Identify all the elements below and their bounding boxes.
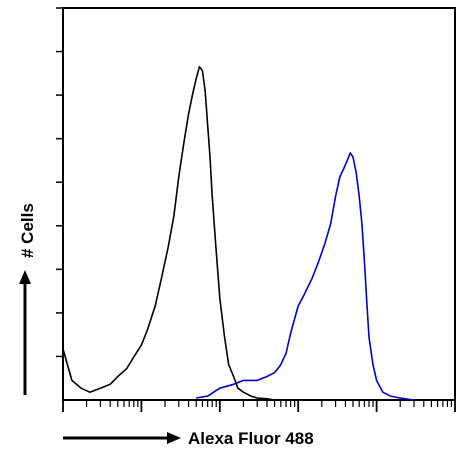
plot-frame xyxy=(62,7,456,401)
y-axis-arrow xyxy=(19,270,31,395)
series-layer xyxy=(62,66,415,401)
x-axis-title: Alexa Fluor 488 xyxy=(188,429,314,448)
y-axis-title: # Cells xyxy=(18,203,37,258)
x-axis-ticks xyxy=(62,400,456,412)
y-axis-ticks xyxy=(56,7,63,358)
x-axis-arrow xyxy=(63,432,181,444)
series-line-1 xyxy=(62,66,275,401)
series-line-2 xyxy=(196,152,415,401)
